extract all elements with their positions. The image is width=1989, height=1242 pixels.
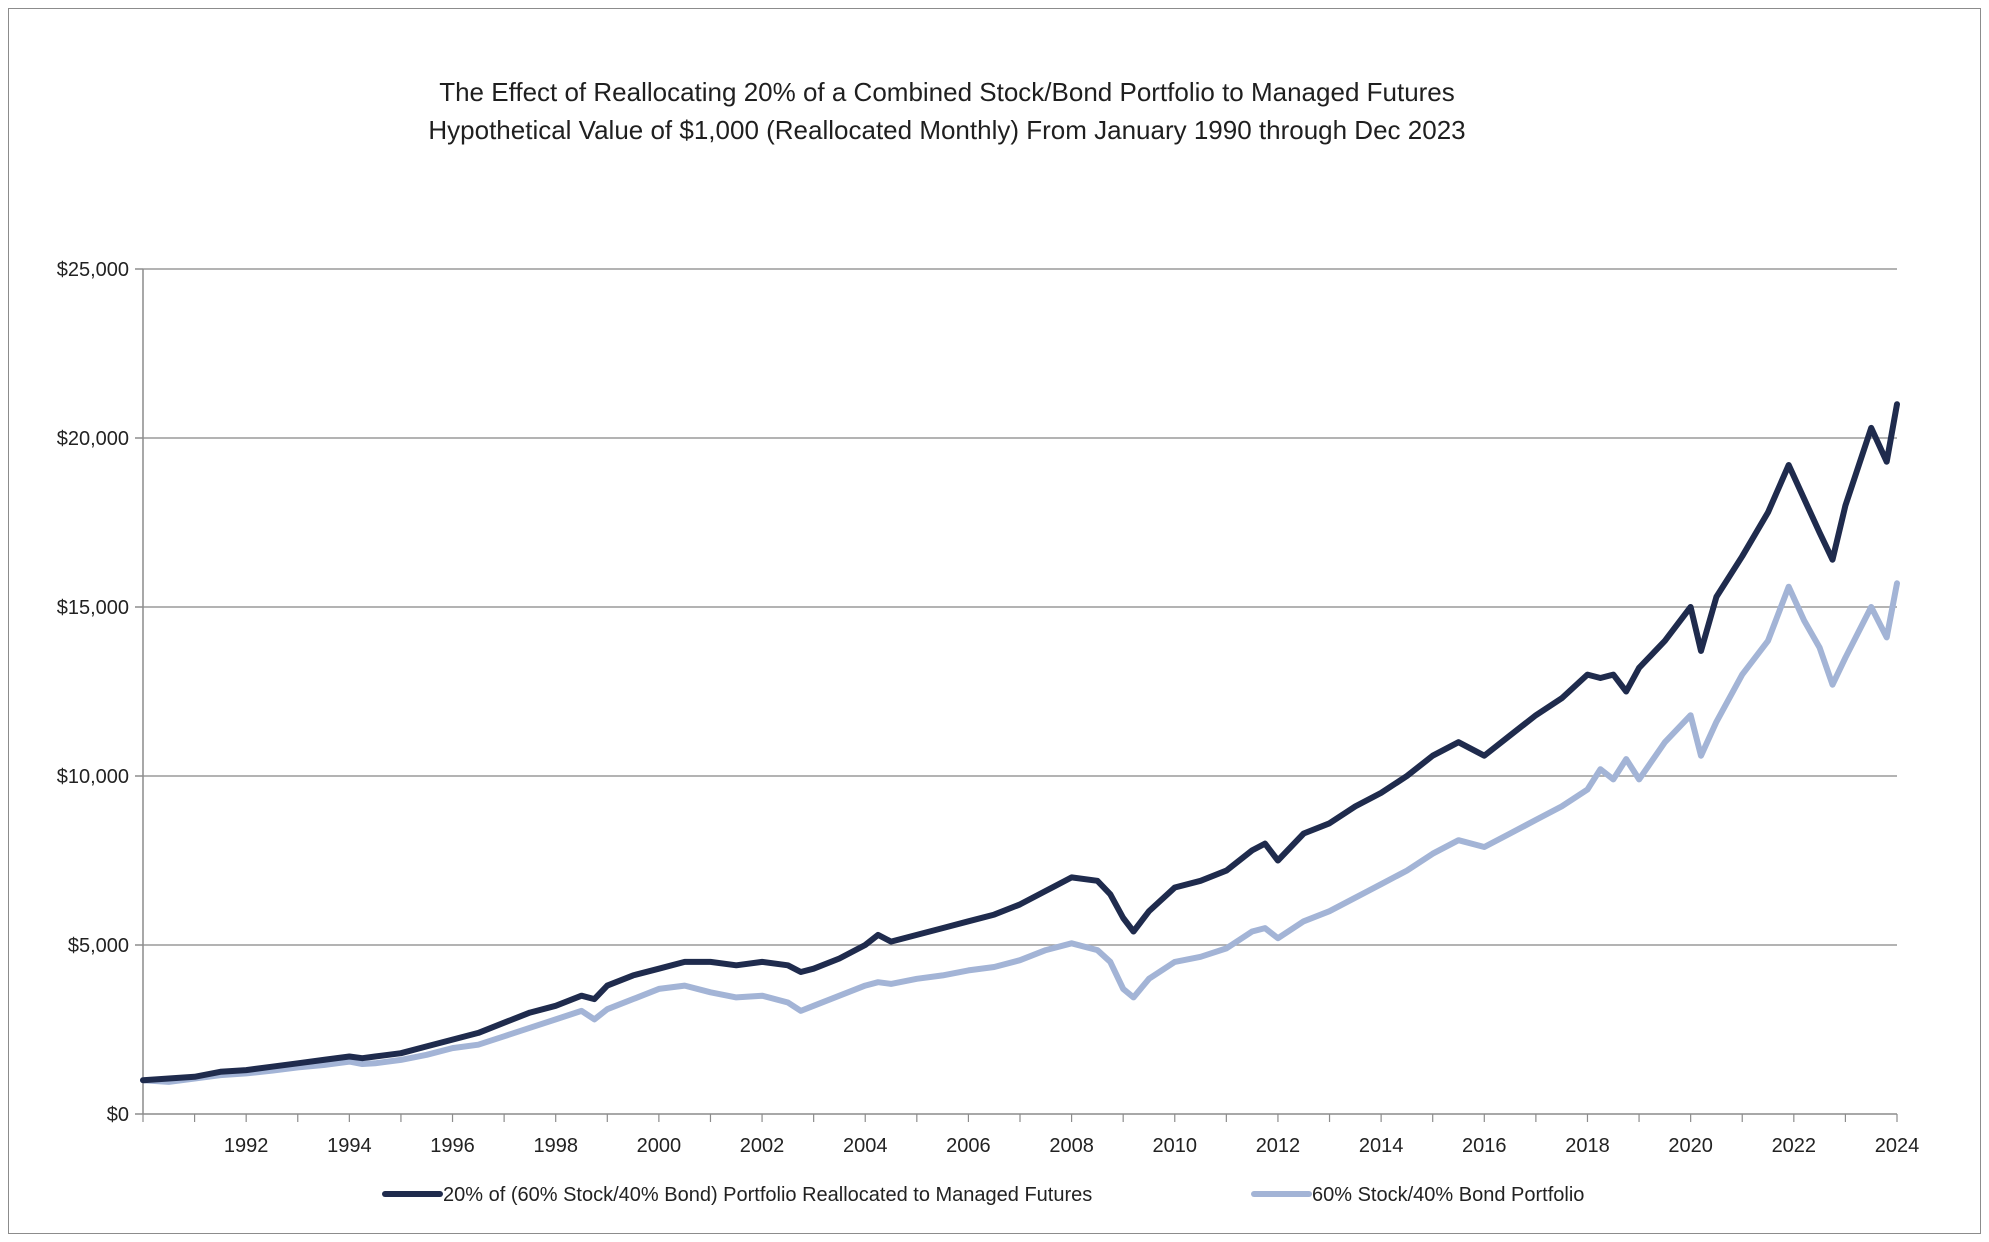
x-tick-label-1998: 1998 bbox=[533, 1135, 578, 1157]
legend-item-1: 20% of (60% Stock/40% Bond) Portfolio Re… bbox=[382, 1184, 1092, 1206]
x-tick-label-2012: 2012 bbox=[1256, 1135, 1301, 1157]
axes bbox=[142, 269, 1897, 1115]
y-tick-label-20000: $20,000 bbox=[57, 428, 129, 450]
x-tick-label-2010: 2010 bbox=[1153, 1135, 1198, 1157]
y-axis-ticks: $0 $5,000 $10,000 $15,000 $20,000 $25,000 bbox=[57, 259, 143, 1126]
x-tick-label-2022: 2022 bbox=[1772, 1135, 1817, 1157]
y-tick-label-5000: $5,000 bbox=[68, 935, 129, 957]
x-tick-label-2018: 2018 bbox=[1565, 1135, 1610, 1157]
chart-title: The Effect of Reallocating 20% of a Comb… bbox=[428, 77, 1465, 145]
y-tick-label-25000: $25,000 bbox=[57, 259, 129, 281]
x-tick-label-2006: 2006 bbox=[946, 1135, 991, 1157]
legend-label-1: 20% of (60% Stock/40% Bond) Portfolio Re… bbox=[443, 1184, 1092, 1206]
x-tick-label-1994: 1994 bbox=[327, 1135, 372, 1157]
y-tick-label-0: $0 bbox=[107, 1104, 129, 1126]
x-tick-label-2008: 2008 bbox=[1049, 1135, 1094, 1157]
y-tick-label-10000: $10,000 bbox=[57, 766, 129, 788]
x-tick-label-2014: 2014 bbox=[1359, 1135, 1404, 1157]
chart-title-line-1: The Effect of Reallocating 20% of a Comb… bbox=[439, 77, 1455, 107]
x-tick-label-2024: 2024 bbox=[1875, 1135, 1920, 1157]
x-tick-label-2002: 2002 bbox=[740, 1135, 785, 1157]
chart-frame: The Effect of Reallocating 20% of a Comb… bbox=[8, 8, 1981, 1234]
y-tick-label-15000: $15,000 bbox=[57, 597, 129, 619]
x-axis-ticks: 1992 1994 1996 1998 2000 2002 2004 2006 2008 2010… bbox=[142, 1114, 1920, 1157]
line-chart: The Effect of Reallocating 20% of a Comb… bbox=[57, 77, 1920, 1206]
x-tick-label-2016: 2016 bbox=[1462, 1135, 1507, 1157]
x-tick-label-2020: 2020 bbox=[1668, 1135, 1713, 1157]
legend: 20% of (60% Stock/40% Bond) Portfolio Re… bbox=[382, 1184, 1584, 1206]
x-tick-label-2000: 2000 bbox=[637, 1135, 682, 1157]
series-line-2 bbox=[140, 580, 1900, 1085]
x-tick-label-2004: 2004 bbox=[843, 1135, 888, 1157]
gridlines bbox=[143, 268, 1897, 946]
chart-subtitle: Hypothetical Value of $1,000 (Reallocate… bbox=[428, 115, 1465, 145]
series-lines bbox=[140, 401, 1900, 1085]
legend-label-2: 60% Stock/40% Bond Portfolio bbox=[1312, 1184, 1584, 1206]
legend-item-2: 60% Stock/40% Bond Portfolio bbox=[1251, 1184, 1584, 1206]
x-tick-label-1992: 1992 bbox=[224, 1135, 269, 1157]
x-tick-label-1996: 1996 bbox=[430, 1135, 475, 1157]
series-line-1 bbox=[140, 401, 1900, 1084]
